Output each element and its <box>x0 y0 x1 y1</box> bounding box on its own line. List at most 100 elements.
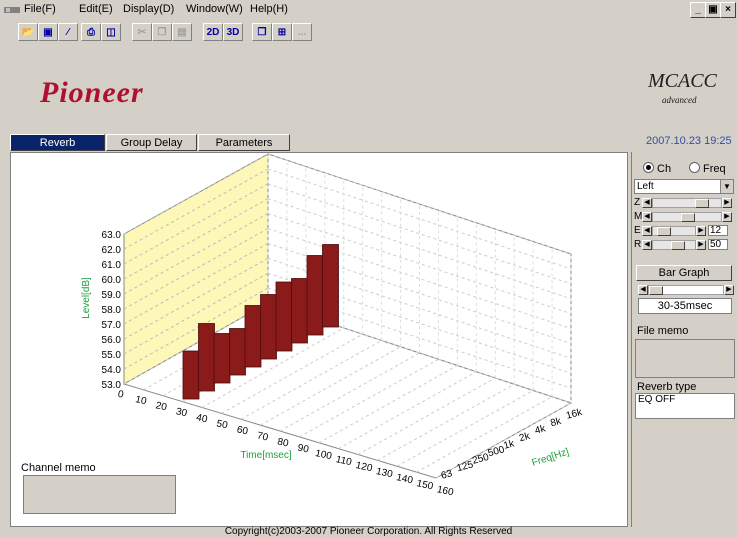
floor-gridline <box>396 390 534 467</box>
slider-m[interactable]: M ◀ ▶ <box>634 211 732 222</box>
back-gridline <box>267 213 572 315</box>
freq-tick-label: 125 <box>456 459 475 474</box>
range-value[interactable]: 30-35msec <box>638 298 732 314</box>
view-3d-button[interactable]: 3D <box>223 23 243 41</box>
reverb-type-label: Reverb type <box>637 381 697 393</box>
slider-e-track[interactable] <box>652 226 696 236</box>
back-gridline <box>267 272 572 374</box>
back-gridline <box>267 302 572 404</box>
range-right-icon[interactable]: ▶ <box>724 285 734 295</box>
slider-e-value[interactable]: 12 <box>708 225 728 236</box>
floor-gridline <box>357 377 496 455</box>
range-left-icon[interactable]: ◀ <box>638 285 648 295</box>
tab-group-delay[interactable]: Group Delay <box>106 134 197 151</box>
radio-freq-label: Freq <box>703 163 726 175</box>
bar-graph-button[interactable]: Bar Graph <box>636 265 732 281</box>
slider-z-thumb[interactable] <box>695 199 709 208</box>
save-icon[interactable]: ▣ <box>38 23 58 41</box>
back-gridline <box>267 257 572 359</box>
slider-m-track[interactable] <box>652 212 722 222</box>
slider-left-icon[interactable]: ◀ <box>642 226 652 236</box>
graph-icon[interactable]: ∕ <box>58 23 78 41</box>
menu-window[interactable]: Window(W) <box>186 3 243 15</box>
cascade-windows-icon[interactable]: ❐ <box>252 23 272 41</box>
y-tick-label: 63.0 <box>102 230 122 241</box>
tab-reverb[interactable]: Reverb <box>10 134 105 151</box>
x-tick-label: 90 <box>297 443 311 456</box>
app-icon <box>4 7 20 13</box>
copyright-status: Copyright(c)2003-2007 Pioneer Corporatio… <box>224 526 513 537</box>
close-icon[interactable]: × <box>720 2 736 18</box>
bar <box>306 255 324 336</box>
slider-z-track[interactable] <box>652 198 722 208</box>
x-tick-label: 40 <box>195 412 209 425</box>
copy-icon[interactable]: ❐ <box>152 23 172 41</box>
channel-memo-field[interactable] <box>23 475 176 514</box>
back-gridline <box>267 228 572 329</box>
freq-axis-label: Freq[Hz] <box>531 446 571 468</box>
cut-icon[interactable]: ✂ <box>132 23 152 41</box>
tile-windows-icon[interactable]: ⊞ <box>272 23 292 41</box>
reverb-type-field[interactable]: EQ OFF <box>635 393 735 419</box>
slider-z-label: Z <box>634 197 641 208</box>
back-gridline <box>267 183 572 285</box>
slider-right-icon[interactable]: ▶ <box>722 212 732 222</box>
radio-ch-icon <box>643 162 654 173</box>
slider-right-icon[interactable]: ▶ <box>696 240 706 250</box>
radio-ch[interactable]: Ch <box>643 162 671 175</box>
slider-r-track[interactable] <box>652 240 696 250</box>
slider-left-icon[interactable]: ◀ <box>642 198 652 208</box>
menu-file[interactable]: File(F) <box>24 3 56 15</box>
bar <box>213 333 231 384</box>
slider-e-label: E <box>634 225 641 236</box>
x-tick-label: 140 <box>395 472 414 486</box>
range-track[interactable] <box>648 285 724 295</box>
slider-e-thumb[interactable] <box>657 227 671 236</box>
menu-help[interactable]: Help(H) <box>250 3 288 15</box>
open-folder-icon[interactable]: 📂 <box>18 23 38 41</box>
menu-edit[interactable]: Edit(E) <box>79 3 113 15</box>
channel-select[interactable]: Left ▼ <box>634 179 734 194</box>
slider-z[interactable]: Z ◀ ▶ <box>634 197 732 208</box>
mcacc-logo: MCACC <box>648 70 717 92</box>
slider-m-thumb[interactable] <box>681 213 695 222</box>
radio-freq[interactable]: Freq <box>689 162 726 175</box>
y-tick-label: 60.0 <box>102 275 122 286</box>
minimize-icon[interactable]: _ <box>690 2 706 18</box>
x-tick-label: 0 <box>117 389 125 401</box>
floor-gridline <box>377 383 515 461</box>
file-memo-field[interactable] <box>635 339 735 378</box>
mcacc-subtitle: advanced <box>662 95 697 105</box>
print-preview-icon[interactable]: ◫ <box>101 23 121 41</box>
floor-gridline <box>318 365 458 444</box>
more-button[interactable]: ... <box>292 23 312 41</box>
view-2d-button[interactable]: 2D <box>203 23 223 41</box>
slider-r-value[interactable]: 50 <box>708 239 728 250</box>
slider-e[interactable]: E ◀ ▶ 12 <box>634 225 728 236</box>
chevron-down-icon[interactable]: ▼ <box>720 180 733 193</box>
slider-m-label: M <box>634 211 643 222</box>
file-memo-label: File memo <box>637 325 689 337</box>
floor-gridline <box>416 396 553 473</box>
bar <box>182 350 200 400</box>
back-gridline <box>267 153 572 255</box>
slider-left-icon[interactable]: ◀ <box>642 240 652 250</box>
slider-right-icon[interactable]: ▶ <box>722 198 732 208</box>
slider-right-icon[interactable]: ▶ <box>696 226 706 236</box>
bar <box>322 244 339 328</box>
pioneer-logo: Pioneer <box>40 76 144 109</box>
print-icon[interactable]: ⎙ <box>81 23 101 41</box>
tab-parameters[interactable]: Parameters <box>198 134 290 151</box>
x-tick-label: 60 <box>236 424 250 437</box>
freq-tick-label: 2k <box>518 431 532 445</box>
slider-left-icon[interactable]: ◀ <box>642 212 652 222</box>
freq-tick-label: 250 <box>471 452 490 467</box>
bar <box>291 278 308 344</box>
slider-r[interactable]: R ◀ ▶ 50 <box>634 239 728 250</box>
floor-gridline <box>299 358 439 438</box>
menu-display[interactable]: Display(D) <box>123 3 175 15</box>
paste-icon[interactable]: ▤ <box>172 23 192 41</box>
range-thumb[interactable] <box>649 286 663 295</box>
slider-r-thumb[interactable] <box>671 241 685 250</box>
restore-icon[interactable]: ▣ <box>705 2 721 18</box>
